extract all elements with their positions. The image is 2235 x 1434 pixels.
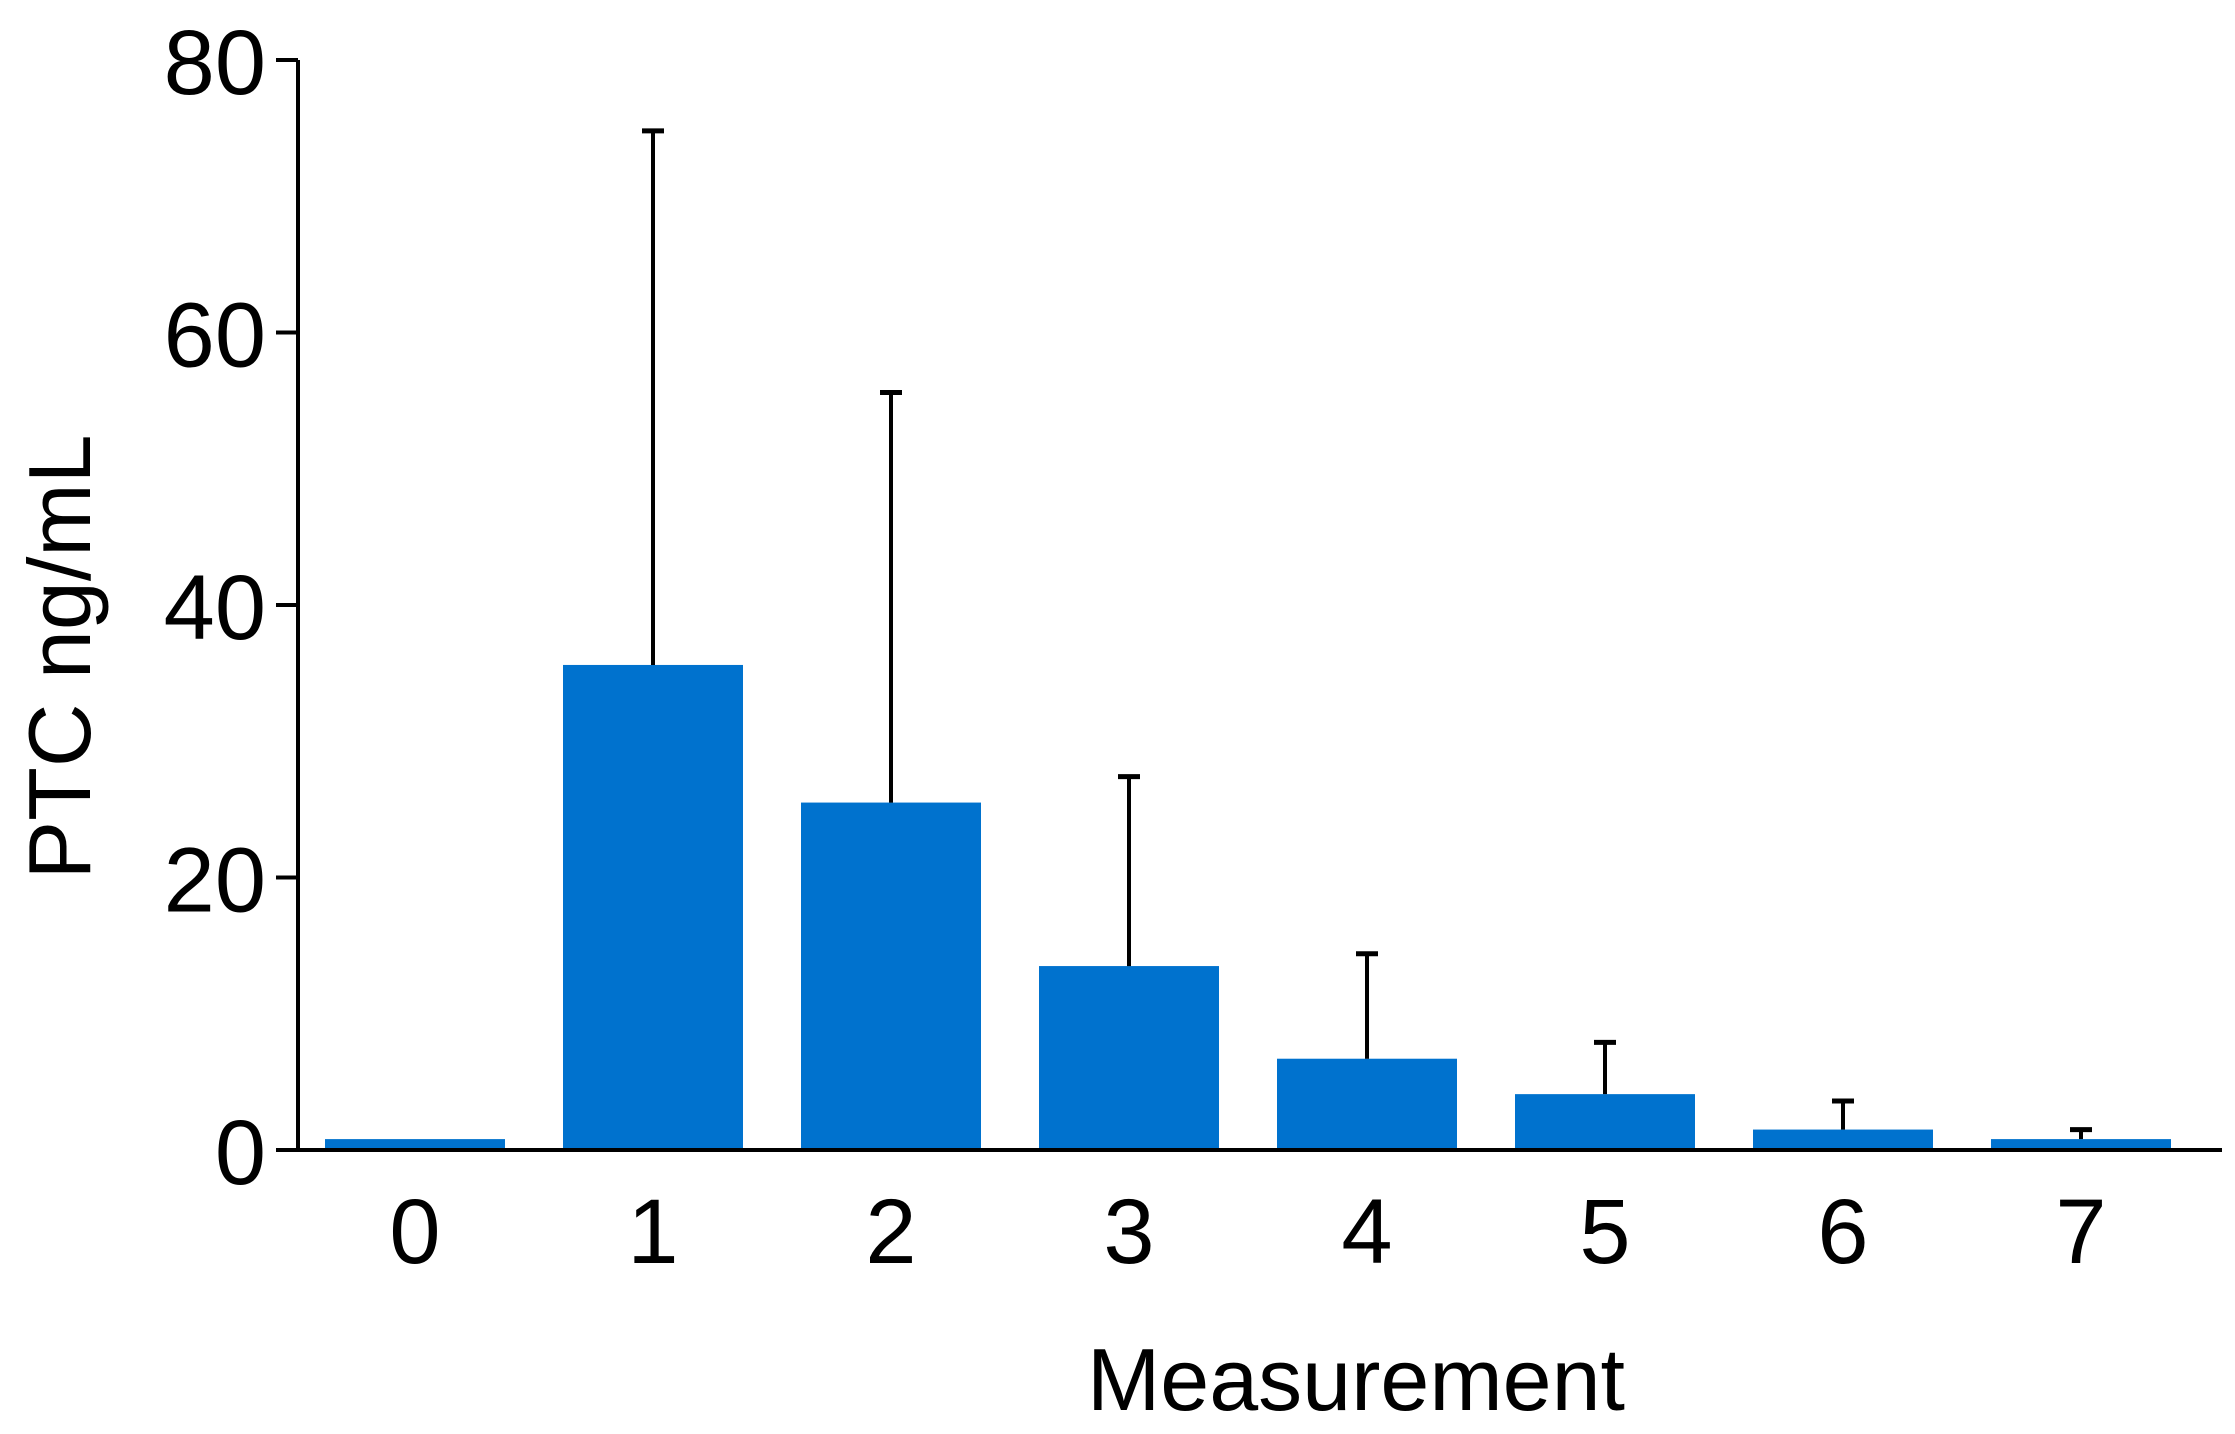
y-tick-label: 60 <box>164 285 266 387</box>
error-bar-2 <box>880 389 902 803</box>
x-tick-label-5: 5 <box>1579 1181 1630 1283</box>
y-axis-title: PTC ng/mL <box>10 434 109 879</box>
x-tick-label-0: 0 <box>389 1181 440 1283</box>
bar-7 <box>1991 1139 2171 1150</box>
x-axis-title: Measurement <box>1087 1330 1625 1429</box>
bar-5 <box>1515 1094 1695 1150</box>
error-bar-3 <box>1118 774 1140 967</box>
error-bar-5 <box>1594 1039 1616 1095</box>
y-tick-label: 80 <box>164 12 266 114</box>
x-tick-label-1: 1 <box>627 1181 678 1283</box>
error-bar-1 <box>642 128 664 665</box>
bar-1 <box>563 664 743 1150</box>
x-tick-label-7: 7 <box>2055 1181 2106 1283</box>
x-tick-label-6: 6 <box>1817 1181 1868 1283</box>
bar-6 <box>1753 1129 1933 1150</box>
error-bar-6 <box>1832 1098 1854 1130</box>
error-bar-4 <box>1356 951 1378 1059</box>
error-bars-group <box>642 128 2092 1140</box>
x-tick-label-2: 2 <box>865 1181 916 1283</box>
x-tick-label-3: 3 <box>1103 1181 1154 1283</box>
bar-4 <box>1277 1058 1457 1150</box>
y-tick-label: 40 <box>164 557 266 659</box>
bar-2 <box>801 802 981 1150</box>
x-tick-label-4: 4 <box>1341 1181 1392 1283</box>
bars-group <box>325 664 2171 1150</box>
x-ticks-group: 0 1 2 3 4 5 6 7 <box>389 1181 2106 1283</box>
bar-0 <box>325 1139 505 1150</box>
y-tick-label: 20 <box>164 830 266 932</box>
y-ticks-group: 0 20 40 60 80 <box>164 12 298 1204</box>
error-bar-7 <box>2070 1127 2092 1140</box>
bar-3 <box>1039 966 1219 1150</box>
y-tick-label: 0 <box>215 1102 266 1204</box>
